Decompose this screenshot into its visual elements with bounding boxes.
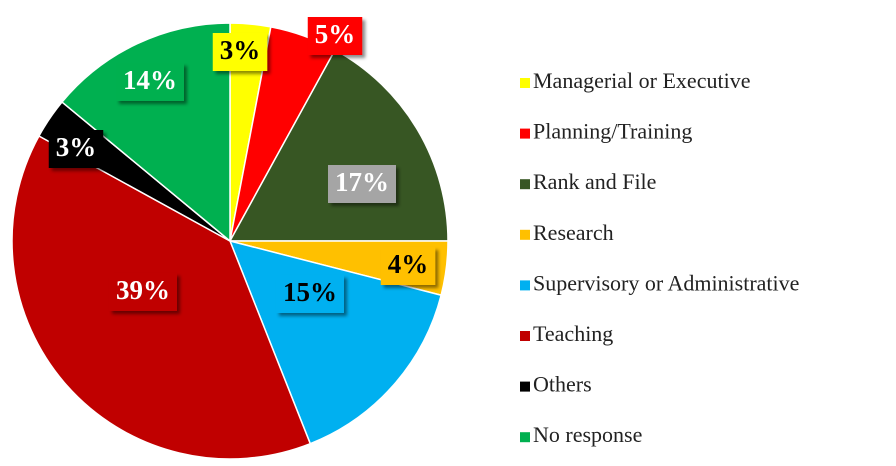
data-label-box bbox=[212, 33, 268, 71]
legend-label: No response bbox=[533, 422, 642, 447]
legend-label: Rank and File bbox=[533, 169, 656, 194]
legend-label: Planning/Training bbox=[533, 119, 692, 144]
pie bbox=[11, 22, 449, 460]
data-label-box bbox=[380, 247, 436, 285]
legend-swatch bbox=[520, 179, 530, 190]
legend-swatch bbox=[520, 78, 530, 88]
data-label: 15% bbox=[283, 277, 337, 307]
data-label: 39% bbox=[116, 275, 170, 305]
data-label-box bbox=[109, 273, 177, 311]
legend-swatch bbox=[520, 229, 530, 240]
data-labels: 3% 5% 17% 4% 15% 39% 3% 14% bbox=[48, 17, 436, 313]
legend-label: Teaching bbox=[533, 321, 613, 346]
legend-label: Supervisory or Administrative bbox=[533, 270, 799, 295]
legend-swatch bbox=[520, 381, 530, 392]
legend-swatch bbox=[520, 432, 530, 443]
legend-swatch bbox=[520, 128, 530, 139]
data-label: 4% bbox=[388, 249, 429, 279]
legend-label: Managerial or Executive bbox=[533, 68, 750, 93]
legend-swatch bbox=[520, 331, 530, 341]
data-label-box bbox=[48, 130, 104, 168]
legend-label: Research bbox=[533, 220, 614, 245]
data-label-box bbox=[307, 17, 363, 55]
legend: Managerial or Executive Planning/Training… bbox=[520, 68, 799, 447]
legend-swatch bbox=[520, 280, 530, 291]
data-label-box bbox=[328, 165, 396, 203]
data-label: 3% bbox=[220, 35, 261, 65]
data-label: 17% bbox=[335, 167, 389, 197]
pie-slice bbox=[60, 22, 231, 243]
data-label-box bbox=[276, 275, 344, 313]
legend-label: Others bbox=[533, 372, 592, 397]
data-label: 14% bbox=[123, 65, 177, 95]
data-label: 5% bbox=[315, 19, 356, 49]
data-label-box bbox=[116, 63, 184, 101]
data-label: 3% bbox=[56, 132, 97, 162]
